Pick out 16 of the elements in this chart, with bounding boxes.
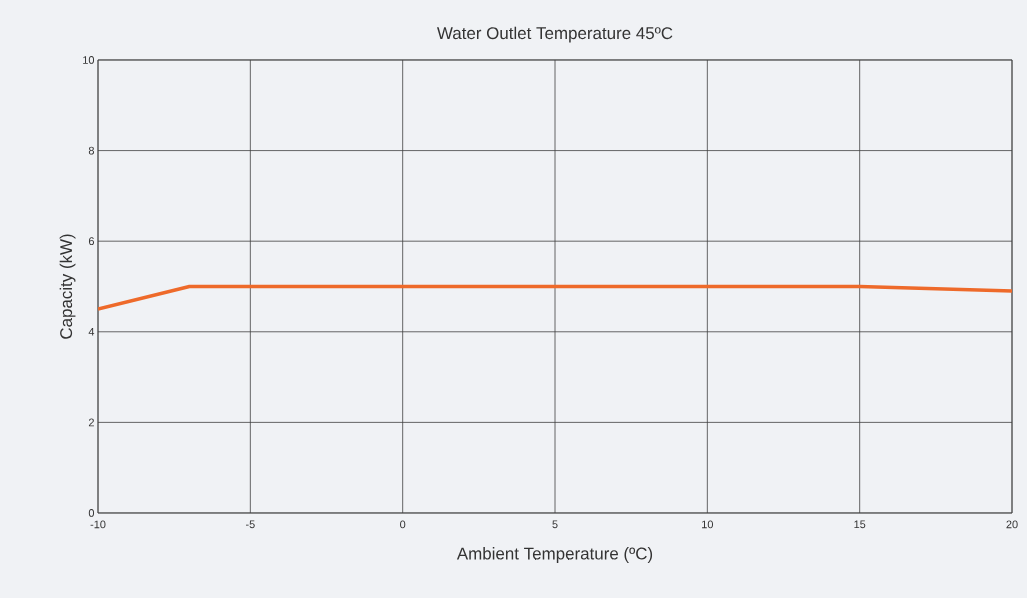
x-tick-label: 0 [400, 520, 406, 529]
x-axis-title: Ambient Temperature (ºC) [456, 547, 653, 563]
x-tick-label: 5 [552, 520, 558, 529]
x-tick-label: -5 [245, 520, 255, 529]
x-tick-label: 20 [1006, 520, 1018, 529]
chart-title: Water Outlet Temperature 45ºC [437, 26, 673, 43]
y-tick-label: 2 [88, 418, 94, 427]
y-axis-title: Capacity (kW) [59, 234, 76, 339]
y-tick-label: 8 [88, 146, 94, 155]
x-tick-label: 10 [702, 520, 713, 529]
y-tick-label: 10 [83, 56, 95, 64]
y-tick-label: 4 [88, 328, 95, 336]
y-tick-label: 0 [88, 509, 95, 517]
y-tick-label: 6 [88, 237, 94, 246]
x-tick-label: -10 [90, 520, 106, 529]
x-tick-label: 15 [854, 520, 866, 529]
